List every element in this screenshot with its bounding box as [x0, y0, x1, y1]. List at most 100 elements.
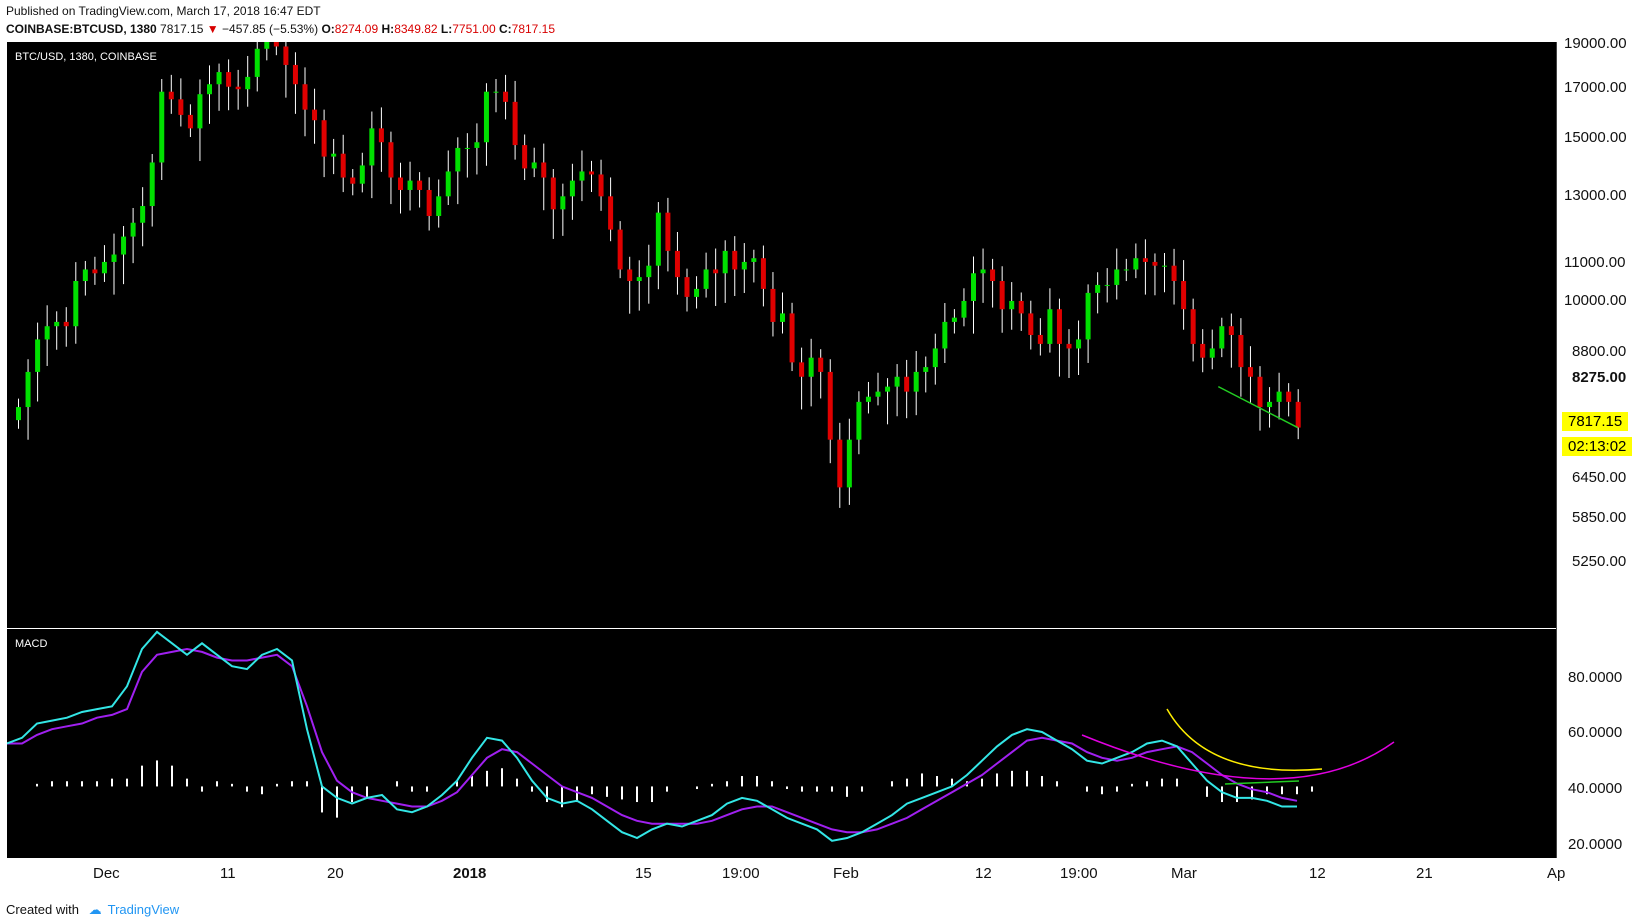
macd-tick: 20.0000: [1568, 836, 1623, 853]
magenta-arc: [1081, 734, 1395, 780]
price-tick: 13000.00: [1564, 187, 1627, 204]
symbol-label[interactable]: COINBASE:BTCUSD, 1380: [6, 22, 157, 36]
candle-body: [875, 391, 881, 397]
published-note: Published on TradingView.com, March 17, …: [6, 4, 321, 18]
candle-body: [789, 313, 795, 363]
candle-body: [579, 171, 585, 181]
candle-body: [1104, 284, 1110, 286]
candle-body: [827, 371, 833, 440]
candle-body: [54, 321, 60, 327]
candle-body: [951, 317, 957, 322]
candle-body: [1076, 339, 1082, 349]
macd-chart[interactable]: [7, 629, 1557, 858]
open-value: 8274.09: [334, 22, 379, 36]
candle-body: [627, 269, 633, 282]
candle-body: [398, 177, 403, 190]
candle-body: [818, 357, 824, 372]
price-tick: 15000.00: [1564, 129, 1627, 146]
candle-body: [1009, 300, 1015, 310]
candle-body: [1257, 376, 1263, 408]
signal-line: [7, 647, 1298, 834]
price-chart-panel[interactable]: BTC/USD, 1380, COINBASE: [7, 42, 1557, 628]
tradingview-logo-icon[interactable]: ☁: [88, 902, 102, 917]
candle-body: [751, 258, 757, 262]
candle-body: [1066, 343, 1072, 349]
time-label: Ap: [1547, 865, 1566, 882]
candle-body: [1219, 326, 1225, 349]
low-label: L:: [440, 22, 453, 36]
countdown-tag: 02:13:02: [1562, 437, 1633, 456]
price-tick: 11000.00: [1564, 254, 1626, 271]
candle-body: [111, 254, 117, 262]
price-tick: 5850.00: [1572, 509, 1627, 526]
time-label: 19:00: [722, 865, 760, 882]
candle-body: [1267, 401, 1273, 408]
high-value: 8349.82: [394, 22, 438, 36]
macd-axis[interactable]: 80.0000 60.0000 40.0000 20.0000: [1558, 629, 1651, 858]
price-chart[interactable]: [7, 42, 1557, 628]
price-tick: 19000.00: [1564, 35, 1627, 52]
candle-body: [990, 269, 996, 282]
candle-body: [82, 269, 88, 282]
candle-body: [1276, 391, 1282, 402]
time-axis[interactable]: Dec 11 20 2018 15 19:00 Feb 12 19:00 Mar…: [7, 858, 1565, 888]
candle-body: [245, 76, 251, 90]
candle-body: [350, 177, 356, 184]
yellow-arc: [1166, 708, 1323, 771]
price-axis[interactable]: 19000.00 17000.00 15000.00 13000.00 1100…: [1558, 35, 1651, 628]
close-value: 7817.15: [511, 22, 556, 36]
candle-body: [149, 162, 155, 207]
candle-body: [464, 147, 470, 149]
axis-divider: [1556, 42, 1557, 888]
candle-body: [359, 165, 365, 184]
candle-body: [1171, 265, 1177, 282]
candle-body: [130, 222, 136, 237]
candle-body: [1238, 334, 1244, 368]
time-label: 20: [327, 865, 344, 882]
candle-body: [1152, 261, 1158, 266]
candle-body: [569, 180, 575, 197]
candle-body: [445, 171, 451, 197]
candle-body: [1085, 292, 1091, 340]
time-label: 2018: [453, 865, 487, 882]
macd-panel[interactable]: MACD: [7, 629, 1557, 858]
candle-body: [207, 84, 212, 95]
candle-body: [732, 250, 738, 270]
candle-body: [101, 261, 107, 274]
footer: Created with ☁ TradingView: [6, 902, 179, 918]
candle-body: [197, 94, 203, 129]
candle-body: [16, 407, 21, 421]
candle-body: [617, 229, 623, 270]
time-label: 15: [635, 865, 652, 882]
candle-body: [684, 277, 690, 297]
price-tick: 8800.00: [1572, 343, 1627, 360]
candle-body: [722, 250, 728, 274]
candle-body: [1190, 309, 1196, 344]
macd-panel-label: MACD: [15, 638, 48, 650]
high-label: H:: [381, 22, 395, 36]
last-price: 7817.15: [160, 22, 204, 36]
candle-body: [92, 269, 98, 274]
close-label: C:: [498, 22, 512, 36]
candle-body: [369, 128, 375, 166]
candle-body: [264, 42, 270, 49]
candle-body: [73, 281, 79, 327]
candle-body: [770, 288, 776, 322]
candle-body: [713, 269, 719, 274]
candle-body: [121, 236, 127, 255]
candle-body: [531, 162, 537, 169]
candle-body: [455, 147, 461, 172]
time-label: 21: [1416, 865, 1433, 882]
candle-body: [331, 153, 337, 157]
candle-body: [168, 91, 174, 100]
candle-body: [550, 177, 556, 210]
candle-body: [971, 273, 976, 301]
candle-body: [589, 171, 594, 175]
tradingview-brand[interactable]: TradingView: [107, 902, 180, 917]
candle-body: [1133, 258, 1139, 270]
candle-body: [483, 91, 489, 143]
candle-body: [865, 396, 871, 402]
candle-body: [780, 313, 785, 322]
candle-body: [312, 109, 318, 121]
candle-body: [837, 439, 843, 488]
